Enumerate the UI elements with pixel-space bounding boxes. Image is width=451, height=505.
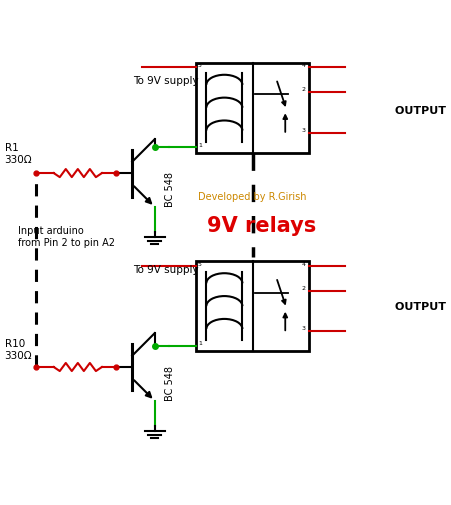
- Bar: [196, 262, 309, 351]
- Text: BC 548: BC 548: [166, 366, 175, 400]
- Text: 2: 2: [302, 285, 306, 290]
- Text: 2: 2: [302, 87, 306, 92]
- Text: 3: 3: [302, 326, 306, 330]
- Text: 4: 4: [302, 261, 306, 266]
- Text: To 9V supply: To 9V supply: [133, 265, 199, 275]
- Text: OUTPUT 10: OUTPUT 10: [395, 301, 451, 312]
- Text: Input arduino
from Pin 2 to pin A2: Input arduino from Pin 2 to pin A2: [18, 226, 115, 247]
- Text: 9V relays: 9V relays: [207, 216, 316, 235]
- Text: 3: 3: [302, 127, 306, 132]
- Text: R10
330Ω: R10 330Ω: [5, 338, 32, 360]
- Text: 5: 5: [198, 261, 202, 266]
- Text: OUTPUT 1: OUTPUT 1: [395, 106, 451, 116]
- Bar: [196, 64, 309, 154]
- Text: 4: 4: [302, 63, 306, 68]
- Text: To 9V supply: To 9V supply: [133, 76, 199, 86]
- Text: 1: 1: [198, 340, 202, 345]
- Text: 5: 5: [198, 63, 202, 68]
- Text: BC 548: BC 548: [166, 172, 175, 207]
- Text: Developed by R.Girish: Developed by R.Girish: [198, 191, 307, 201]
- Text: R1
330Ω: R1 330Ω: [5, 143, 32, 164]
- Text: 1: 1: [198, 142, 202, 147]
